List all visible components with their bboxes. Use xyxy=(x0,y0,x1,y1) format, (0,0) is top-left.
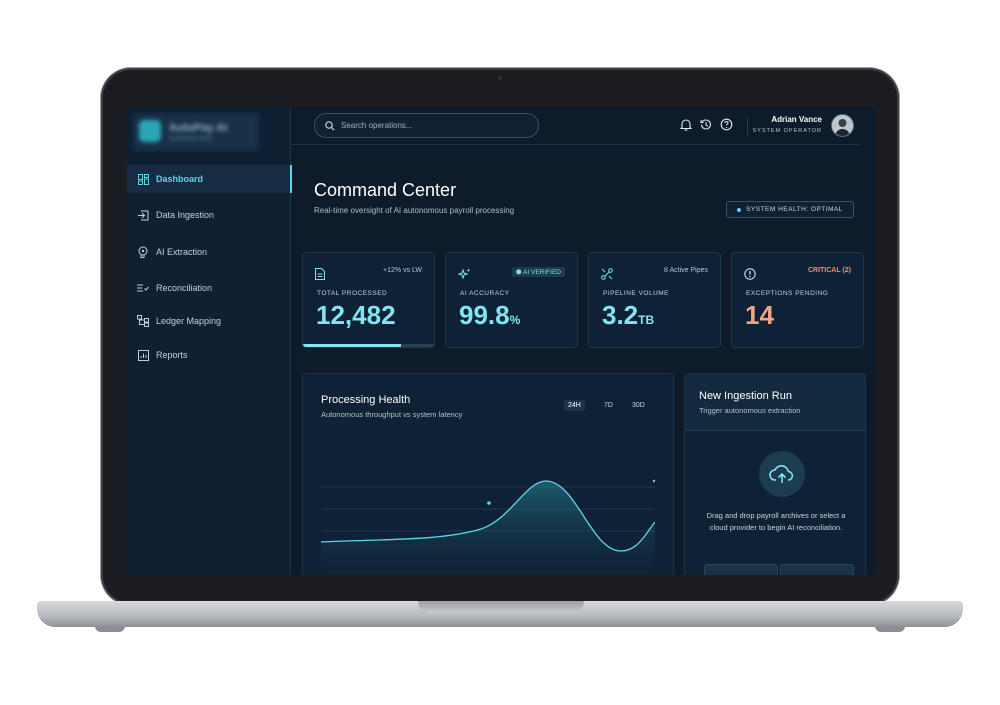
stat-value: 3.2TB xyxy=(602,300,654,331)
search-input[interactable] xyxy=(339,120,523,131)
throughput-chart xyxy=(321,479,655,575)
sparkle-icon xyxy=(457,267,471,285)
ingestion-header: New Ingestion Run Trigger autonomous ext… xyxy=(685,374,865,431)
chart-point xyxy=(487,501,491,505)
ingestion-panel: New Ingestion Run Trigger autonomous ext… xyxy=(684,373,866,575)
document-icon xyxy=(315,267,325,285)
brand-name: AutoPay AI xyxy=(169,122,228,134)
upload-folder-button[interactable] xyxy=(704,564,778,575)
webcam xyxy=(498,76,502,80)
stat-value-number: 3.2 xyxy=(602,300,639,330)
topbar-divider xyxy=(747,117,748,135)
sidebar-item-reconciliation[interactable]: Reconciliation xyxy=(127,274,290,302)
sidebar-item-label: Reconciliation xyxy=(156,283,213,293)
stat-card-pipeline-volume[interactable]: 8 Active Pipes PIPELINE VOLUME 3.2TB xyxy=(588,252,721,348)
ingestion-title: New Ingestion Run xyxy=(699,390,792,402)
topbar-divider-line xyxy=(290,144,860,145)
avatar-portrait-icon xyxy=(832,115,853,136)
sidebar-item-ledger-mapping[interactable]: Ledger Mapping xyxy=(127,307,290,335)
brand-subtitle: Command Suite xyxy=(169,136,213,142)
stat-value: 12,482 xyxy=(316,300,396,331)
laptop-foot-left xyxy=(95,626,125,632)
stat-label: EXCEPTIONS PENDING xyxy=(746,290,829,297)
sidebar-item-data-ingestion[interactable]: Data Ingestion xyxy=(127,201,290,229)
dashboard-grid-icon xyxy=(134,173,152,185)
range-tab-24h[interactable]: 24H xyxy=(564,400,585,411)
stat-value: 14 xyxy=(745,300,774,331)
search-bar[interactable] xyxy=(314,113,539,138)
trend-badge: +12% vs LW xyxy=(383,267,422,274)
stat-card-exceptions-pending[interactable]: CRITICAL (2) EXCEPTIONS PENDING 14 xyxy=(731,252,864,348)
panel-title: Processing Health xyxy=(321,394,411,406)
stat-value-number: 14 xyxy=(745,300,774,330)
drop-zone-text: Drag and drop payroll archives or select… xyxy=(706,511,846,532)
login-arrow-icon xyxy=(134,210,152,221)
ai-verified-badge: ⬢ AI VERIFIED xyxy=(511,267,565,277)
brain-icon xyxy=(134,246,152,258)
sidebar-item-label: AI Extraction xyxy=(156,247,208,257)
stat-label: TOTAL PROCESSED xyxy=(317,290,388,297)
help-icon[interactable] xyxy=(720,118,733,131)
sidebar-item-ai-extraction[interactable]: AI Extraction xyxy=(127,238,290,266)
critical-badge: CRITICAL (2) xyxy=(807,267,851,274)
chart-line xyxy=(321,480,655,552)
user-role: SYSTEM OPERATOR xyxy=(752,128,822,134)
shield-check-icon: ⬢ xyxy=(515,269,522,276)
panel-subtitle: Autonomous throughput vs system latency xyxy=(321,410,463,419)
ingestion-subtitle: Trigger autonomous extraction xyxy=(699,406,801,415)
sidebar-item-reports[interactable]: Reports xyxy=(127,341,290,369)
sidebar-item-dashboard[interactable]: Dashboard xyxy=(127,165,292,193)
stat-card-ai-accuracy[interactable]: ⬢ AI VERIFIED AI ACCURACY 99.8% xyxy=(445,252,578,348)
cloud-provider-button[interactable] xyxy=(780,564,854,575)
history-icon[interactable] xyxy=(699,118,712,131)
chart-point xyxy=(652,479,655,483)
active-pipes-badge: 8 Active Pipes xyxy=(664,267,708,274)
chart-area xyxy=(321,481,655,575)
list-check-icon xyxy=(134,283,152,293)
progress-fill xyxy=(303,344,402,347)
stat-label: PIPELINE VOLUME xyxy=(603,290,670,297)
user-name: Adrian Vance xyxy=(771,115,822,124)
page-title: Command Center xyxy=(314,180,457,200)
sidebar-item-label: Dashboard xyxy=(156,174,204,184)
bell-icon[interactable] xyxy=(679,118,693,131)
stat-value-number: 99.8 xyxy=(459,300,510,330)
alert-circle-icon xyxy=(744,267,756,285)
range-tab-7d[interactable]: 7D xyxy=(604,402,613,409)
progress-track xyxy=(303,344,434,347)
brand-mark-icon xyxy=(139,120,161,142)
search-icon xyxy=(325,120,335,131)
hierarchy-icon xyxy=(134,315,152,327)
brand-logo[interactable]: AutoPay AI Command Suite xyxy=(133,113,259,151)
cloud-upload-icon[interactable] xyxy=(759,451,805,497)
page-subtitle: Real-time oversight of AI autonomous pay… xyxy=(314,206,515,215)
sidebar: AutoPay AI Command Suite Dashboard Data … xyxy=(127,107,292,575)
laptop-foot-right xyxy=(875,626,905,632)
laptop-notch xyxy=(418,601,584,613)
range-tab-30d[interactable]: 30D xyxy=(632,402,645,409)
status-badge-label: SYSTEM HEALTH: OPTIMAL xyxy=(746,206,843,213)
status-badge: SYSTEM HEALTH: OPTIMAL xyxy=(726,201,854,218)
stat-value: 99.8% xyxy=(459,300,520,331)
stat-card-total-processed[interactable]: +12% vs LW TOTAL PROCESSED 12,482 xyxy=(302,252,435,348)
sidebar-item-label: Reports xyxy=(156,350,188,360)
avatar[interactable] xyxy=(831,114,854,137)
processing-health-panel: Processing Health Autonomous throughput … xyxy=(302,373,674,575)
sidebar-item-label: Ledger Mapping xyxy=(156,316,222,326)
pipeline-icon xyxy=(601,267,613,285)
stat-value-number: 12,482 xyxy=(316,300,396,330)
sidebar-item-label: Data Ingestion xyxy=(156,210,215,220)
bar-report-icon xyxy=(134,349,152,361)
badge-label: AI VERIFIED xyxy=(523,269,561,276)
app-screen: AutoPay AI Command Suite Dashboard Data … xyxy=(127,107,875,575)
stat-label: AI ACCURACY xyxy=(460,290,510,297)
status-dot-icon xyxy=(737,207,742,212)
stat-unit: TB xyxy=(638,313,655,327)
stat-unit: % xyxy=(509,313,521,327)
